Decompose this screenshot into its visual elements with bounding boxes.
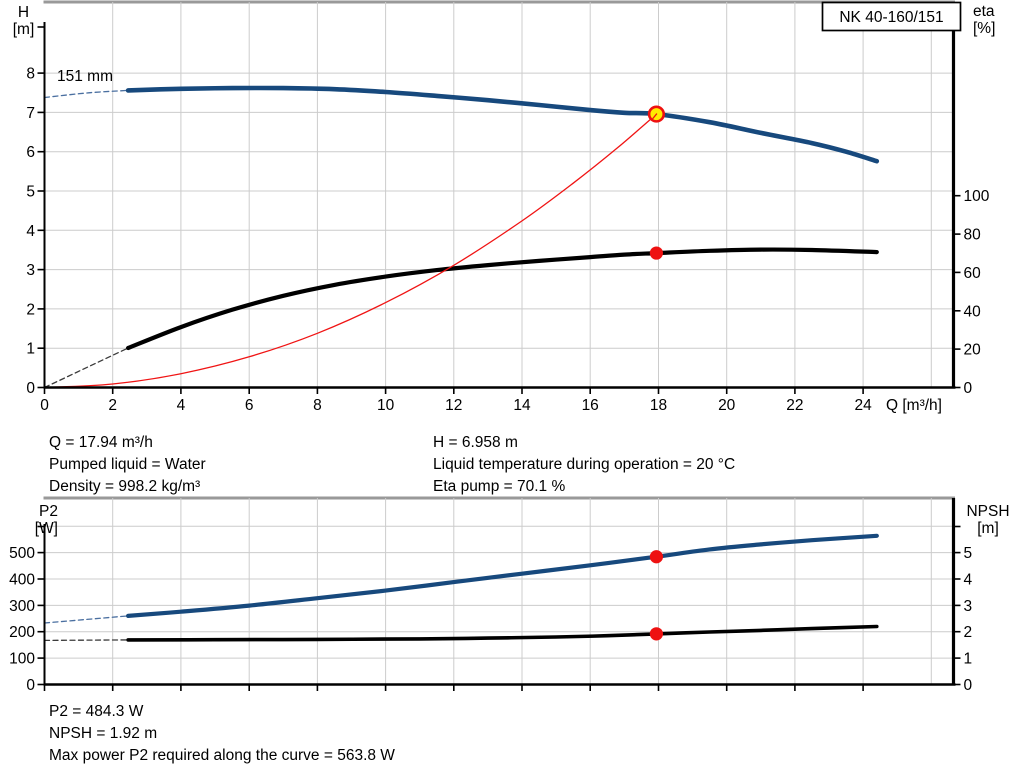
y-left-tick-label: 500 <box>9 545 35 562</box>
duty-point-p2 <box>649 550 664 564</box>
duty-point-eta <box>649 246 664 260</box>
head-curve-151mm <box>125 85 880 164</box>
y-right-tick-label: 3 <box>964 598 973 615</box>
system-curve-tip <box>650 113 658 121</box>
y-right-axis-unit: [%] <box>973 20 995 37</box>
x-tick-label: 22 <box>786 397 803 414</box>
x-tick-label: 0 <box>40 397 49 414</box>
head-curve-dashed <box>43 89 129 99</box>
y-left-tick-label: 8 <box>26 66 35 83</box>
y-right-tick-label: 80 <box>964 227 982 244</box>
operating-point-info-right: H = 6.958 m Liquid temperature during op… <box>433 432 735 498</box>
pump-type-box <box>821 1 962 32</box>
p2-curve-dashed <box>43 615 129 624</box>
x-tick-label: 16 <box>582 397 599 414</box>
y-left-tick-label: 5 <box>26 184 35 201</box>
y-right-axis-title: eta <box>973 3 995 20</box>
y-right-tick-label: 20 <box>964 342 982 359</box>
impeller-size-label: 151 mm <box>57 68 113 85</box>
x-tick-label: 4 <box>177 397 186 414</box>
system-curve <box>43 113 658 389</box>
duty-point-npsh <box>649 627 664 641</box>
y-left-axis-title: H <box>18 4 29 21</box>
y-left-tick-label: 6 <box>26 144 35 161</box>
eta-curve-dashed <box>43 347 129 389</box>
x-tick-label: 6 <box>245 397 254 414</box>
info-line-liquid-temp: Liquid temperature during operation = 20… <box>433 456 736 473</box>
power-npsh-info: P2 = 484.3 W NPSH = 1.92 m Max power P2 … <box>49 701 395 767</box>
info-line-density: Density = 998.2 kg/m³ <box>49 478 201 495</box>
x-tick-label: 2 <box>108 397 117 414</box>
npsh-curve-dashed <box>43 639 129 642</box>
pump-type-label: NK 40-160/151 <box>839 9 943 26</box>
eta-curve <box>126 247 879 351</box>
x-tick-label: 12 <box>445 397 462 414</box>
y-left-tick-label: 100 <box>9 651 35 668</box>
y-left-tick-label: 1 <box>26 341 35 358</box>
y-right-axis-unit: [m] <box>977 520 999 537</box>
p2-curve <box>126 533 879 618</box>
y-left-tick-label: 2 <box>26 301 35 318</box>
info-line-pumped-liquid: Pumped liquid = Water <box>49 456 206 473</box>
y-left-axis-title: P2 <box>39 503 58 520</box>
x-tick-label: 8 <box>313 397 322 414</box>
operating-point-info-left: Q = 17.94 m³/h Pumped liquid = Water Den… <box>49 432 206 498</box>
y-right-tick-label: 2 <box>964 624 973 641</box>
npsh-curve <box>126 624 879 642</box>
y-left-tick-label: 200 <box>9 624 35 641</box>
gridlines <box>44 498 954 685</box>
y-right-tick-label: 0 <box>964 677 973 694</box>
x-tick-label: 24 <box>854 397 872 414</box>
info-line-npsh: NPSH = 1.92 m <box>49 725 158 742</box>
y-right-tick-label: 0 <box>964 380 973 397</box>
axis-ticks: 0 100 200 300 400 500 0 1 2 3 4 5 <box>9 525 973 694</box>
y-left-tick-label: 3 <box>26 262 35 279</box>
y-right-tick-label: 100 <box>964 188 990 205</box>
qh-eta-chart: 0 2 4 6 8 10 12 14 16 18 20 22 240123456780204060801… <box>13 0 995 414</box>
y-right-tick-label: 5 <box>964 545 973 562</box>
y-left-tick-label: 300 <box>9 598 35 615</box>
p2-npsh-chart: 0 100 200 300 400 500 0 1 2 3 4 5 P2[W] NPSH[m] <box>9 496 1010 694</box>
x-tick-label: 14 <box>513 397 531 414</box>
info-line-p2: P2 = 484.3 W <box>49 703 144 720</box>
y-right-axis-title: NPSH <box>966 503 1009 520</box>
y-left-tick-label: 0 <box>26 380 35 397</box>
info-line-eta-pump: Eta pump = 70.1 % <box>433 478 566 495</box>
info-line-max-power: Max power P2 required along the curve = … <box>49 747 395 764</box>
x-tick-label: 20 <box>718 397 736 414</box>
y-left-tick-label: 7 <box>26 105 35 122</box>
y-right-tick-label: 1 <box>964 651 973 668</box>
gridlines <box>44 2 954 388</box>
y-left-tick-label: 0 <box>26 677 35 694</box>
info-line-h: H = 6.958 m <box>433 434 518 451</box>
y-left-tick-label: 400 <box>9 572 35 589</box>
axis-ticks: 0 2 4 6 8 10 12 14 16 18 20 22 240123456780204060801… <box>26 26 990 414</box>
y-left-axis-unit: [m] <box>13 21 35 38</box>
y-right-tick-label: 40 <box>964 303 982 320</box>
y-left-tick-label: 4 <box>26 223 35 240</box>
y-right-tick-label: 60 <box>964 265 982 282</box>
x-tick-label: 18 <box>650 397 667 414</box>
info-line-q: Q = 17.94 m³/h <box>49 434 153 451</box>
x-axis-title: Q [m³/h] <box>886 397 942 414</box>
y-left-axis-unit: [W] <box>35 520 58 537</box>
y-right-tick-label: 4 <box>964 572 973 589</box>
x-tick-label: 10 <box>377 397 395 414</box>
